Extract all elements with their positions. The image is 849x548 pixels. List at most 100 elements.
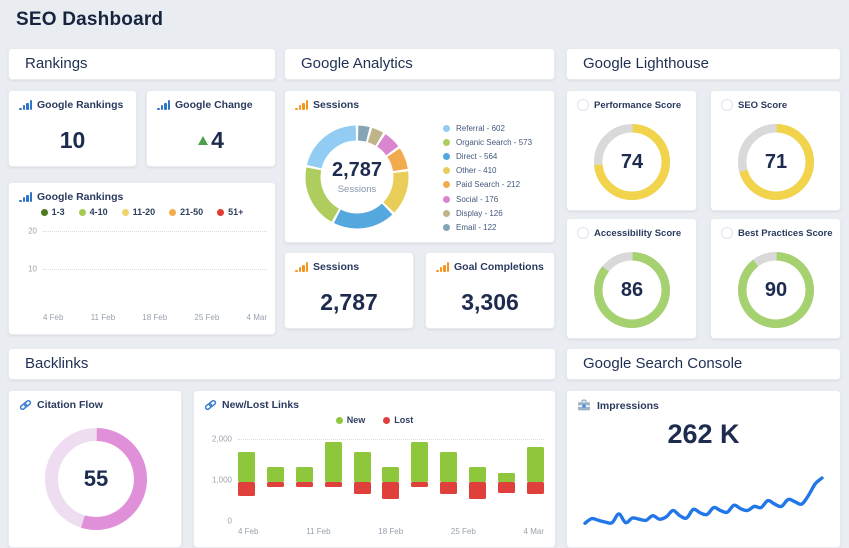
- stat-value: 2,787: [320, 289, 378, 315]
- card-title: Best Practices Score: [738, 227, 833, 239]
- card-goal-completions: Goal Completions 3,306: [425, 252, 555, 329]
- donut-segment-email[interactable]: [357, 125, 370, 142]
- new-lost-bar: [266, 439, 284, 521]
- impressions-value: 262 K: [667, 419, 740, 449]
- legend-item-social[interactable]: Social - 176: [443, 192, 532, 206]
- card-impressions: Impressions 262 K: [566, 390, 841, 548]
- section-header-google-search-console: Google Search Console: [566, 348, 841, 380]
- card-accessibility-score: Accessibility Score 86: [566, 218, 697, 339]
- search-console-icon: [577, 399, 591, 412]
- legend-item-email[interactable]: Email - 122: [443, 220, 532, 234]
- new-lost-bar: [440, 439, 458, 521]
- donut-segment-paid-search[interactable]: [387, 148, 408, 172]
- gauge-icon: [721, 227, 733, 239]
- legend-item-organic-search[interactable]: Organic Search - 573: [443, 135, 532, 149]
- new-lost-bar: [353, 439, 371, 521]
- link-icon: [204, 399, 217, 411]
- sessions-donut-chart: [297, 117, 417, 237]
- donut-segment-display[interactable]: [367, 127, 384, 146]
- legend-item-lost[interactable]: Lost: [383, 415, 413, 425]
- card-seo-score: SEO Score 71: [710, 90, 841, 211]
- y-axis-label: 0: [227, 516, 232, 526]
- donut-center: 2,787 Sessions: [297, 117, 417, 237]
- donut-segment-organic-search[interactable]: [305, 167, 340, 222]
- x-axis-label: 25 Feb: [450, 527, 476, 536]
- gauge-value: 71: [764, 150, 788, 173]
- legend-item-4-10[interactable]: 4-10: [78, 207, 108, 217]
- seo-gauge: 71: [737, 123, 815, 201]
- card-title: SEO Score: [738, 99, 788, 111]
- legend-item-direct[interactable]: Direct - 564: [443, 149, 532, 163]
- section-header-backlinks: Backlinks: [8, 348, 556, 380]
- new-lost-bar: [295, 439, 313, 521]
- bar-chart-icon: [19, 100, 32, 110]
- new-lost-plot-area: [238, 439, 544, 521]
- new-lost-bar: [411, 439, 429, 521]
- rankings-plot-area: [43, 231, 267, 307]
- donut-segment-social[interactable]: [376, 134, 399, 156]
- legend-item-51-[interactable]: 51+: [217, 207, 243, 217]
- x-axis-label: 11 Feb: [306, 527, 331, 536]
- card-google-change: Google Change 4: [146, 90, 276, 167]
- y-axis: 2,000 1,000 0: [198, 435, 232, 526]
- y-axis: 20 10: [11, 227, 37, 307]
- legend-item-other[interactable]: Other - 410: [443, 164, 532, 178]
- citation-flow-gauge: 55: [44, 427, 148, 531]
- gauge-value: 86: [620, 278, 644, 301]
- stat-value: 4: [211, 127, 224, 153]
- legend-item-1-3[interactable]: 1-3: [40, 207, 65, 217]
- x-axis-label: 4 Mar: [523, 527, 544, 536]
- sessions-total-label: Sessions: [337, 184, 377, 195]
- donut-segment-referral[interactable]: [306, 125, 357, 169]
- x-axis-label: 25 Feb: [194, 313, 220, 322]
- impressions-sparkline: [583, 476, 824, 525]
- x-axis: 4 Feb 11 Feb 18 Feb 25 Feb 4 Mar: [238, 527, 544, 536]
- bar-chart-icon: [295, 262, 308, 272]
- stat-value: 3,306: [461, 289, 519, 315]
- x-axis: 4 Feb 11 Feb 18 Feb 25 Feb 4 Mar: [43, 313, 267, 322]
- legend-item-referral[interactable]: Referral - 602: [443, 121, 532, 135]
- performance-gauge: 74: [593, 123, 671, 201]
- legend-item-11-20[interactable]: 11-20: [121, 207, 155, 217]
- section-header-label: Google Analytics: [301, 55, 413, 72]
- bar-chart-icon: [295, 100, 308, 110]
- card-performance-score: Performance Score 74: [566, 90, 697, 211]
- card-google-rankings-chart: Google Rankings 1-3 4-10 11-20 21-50 51+ 20 1…: [8, 182, 276, 335]
- card-title: Impressions: [597, 399, 659, 412]
- section-header-google-lighthouse: Google Lighthouse: [566, 48, 841, 80]
- new-lost-bar: [498, 439, 516, 521]
- legend-item-paid-search[interactable]: Paid Search - 212: [443, 178, 532, 192]
- section-header-rankings: Rankings: [8, 48, 276, 80]
- section-header-label: Google Search Console: [583, 355, 743, 372]
- donut-segment-direct[interactable]: [333, 203, 393, 229]
- gauge-value: 55: [83, 466, 109, 491]
- x-axis-label: 4 Mar: [246, 313, 267, 322]
- section-header-google-analytics: Google Analytics: [284, 48, 555, 80]
- sessions-total: 2,787: [331, 159, 383, 181]
- card-title: Accessibility Score: [594, 227, 682, 239]
- accessibility-gauge: 86: [593, 251, 671, 329]
- section-header-label: Google Lighthouse: [583, 55, 709, 72]
- legend-item-new[interactable]: New: [335, 415, 365, 425]
- legend-item-display[interactable]: Display - 126: [443, 206, 532, 220]
- legend-item-21-50[interactable]: 21-50: [169, 207, 203, 217]
- gauge-icon: [721, 99, 733, 111]
- bar-chart-icon: [19, 192, 32, 202]
- card-title: Google Rankings: [37, 191, 124, 203]
- gauge-icon: [577, 227, 589, 239]
- donut-segment-other[interactable]: [383, 171, 409, 213]
- new-lost-bar: [238, 439, 255, 521]
- x-axis-label: 18 Feb: [378, 527, 404, 536]
- card-title: Google Rankings: [37, 99, 124, 111]
- card-title: Sessions: [313, 99, 360, 111]
- best-practices-gauge: 90: [737, 251, 815, 329]
- card-sessions: Sessions 2,787: [284, 252, 414, 329]
- card-title: Goal Completions: [454, 261, 544, 273]
- up-arrow-icon: [198, 136, 209, 145]
- sessions-legend: Referral - 602 Organic Search - 573 Direct…: [443, 121, 532, 235]
- x-axis-label: 18 Feb: [142, 313, 168, 322]
- card-title: New/Lost Links: [222, 399, 300, 411]
- y-axis-label: 1,000: [211, 475, 232, 485]
- new-lost-bar: [382, 439, 400, 521]
- bar-chart-icon: [157, 100, 170, 110]
